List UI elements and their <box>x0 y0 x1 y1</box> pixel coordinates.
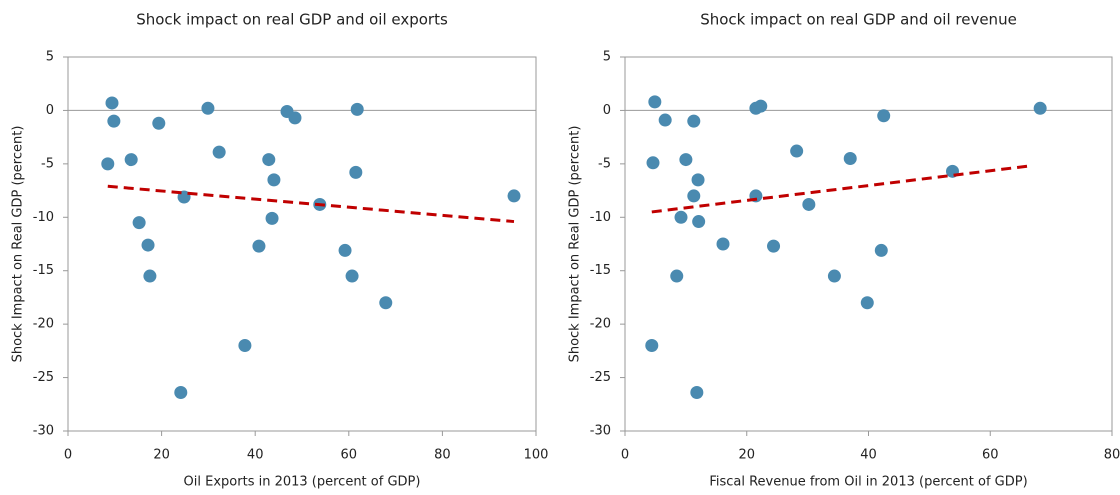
trend-line <box>651 164 1030 214</box>
point <box>174 386 188 400</box>
point <box>101 157 115 171</box>
point <box>105 96 119 110</box>
point <box>645 339 659 353</box>
x-tick-label: 40 <box>247 448 264 463</box>
point <box>674 210 688 224</box>
chart-title: Shock impact on real GDP and oil exports <box>136 11 448 29</box>
point <box>350 102 364 116</box>
y-tick-label: -25 <box>33 370 54 385</box>
x-tick-label: 20 <box>153 448 170 463</box>
point <box>152 116 166 130</box>
point <box>687 114 701 128</box>
y-tick-label: -10 <box>33 210 54 225</box>
point <box>379 296 393 310</box>
point <box>238 339 252 353</box>
point <box>201 101 215 115</box>
chart-title: Shock impact on real GDP and oil revenue <box>700 11 1017 29</box>
point <box>687 189 701 203</box>
point <box>692 215 706 229</box>
point <box>345 269 359 283</box>
x-axis-label: Fiscal Revenue from Oil in 2013 (percent… <box>709 475 1027 490</box>
point <box>507 189 521 203</box>
y-tick-label: -30 <box>590 424 611 439</box>
point <box>827 269 841 283</box>
point <box>690 386 704 400</box>
x-axis-label: Oil Exports in 2013 (percent of GDP) <box>184 475 421 490</box>
point <box>648 95 662 109</box>
y-tick-label: 0 <box>46 103 54 118</box>
y-tick-label: -15 <box>590 263 611 278</box>
point <box>802 197 816 211</box>
point <box>1033 101 1047 115</box>
point <box>679 153 693 167</box>
point <box>288 111 302 125</box>
x-tick-label: 80 <box>1104 448 1120 463</box>
point <box>767 239 781 253</box>
x-tick-label: 60 <box>341 448 358 463</box>
y-tick-label: -20 <box>33 317 54 332</box>
x-tick-label: 20 <box>738 448 755 463</box>
point <box>716 237 730 251</box>
point <box>874 243 888 257</box>
point <box>107 114 121 128</box>
x-tick-label: 40 <box>860 448 877 463</box>
x-tick-label: 80 <box>434 448 451 463</box>
point <box>691 173 705 187</box>
point <box>646 156 660 170</box>
point <box>132 216 146 230</box>
x-tick-label: 60 <box>982 448 999 463</box>
point <box>141 238 155 252</box>
y-tick-label: -5 <box>41 156 54 171</box>
point <box>338 243 352 257</box>
point <box>212 145 226 159</box>
point <box>754 99 768 113</box>
y-tick-label: 5 <box>603 50 611 65</box>
y-tick-label: -5 <box>598 156 611 171</box>
x-tick-label: 100 <box>524 448 549 463</box>
y-tick-label: 5 <box>46 50 54 65</box>
point <box>658 113 672 127</box>
y-tick-label: 0 <box>603 103 611 118</box>
point <box>877 109 891 123</box>
x-tick-label: 0 <box>64 448 72 463</box>
point <box>670 269 684 283</box>
point <box>124 153 138 167</box>
point <box>262 153 276 167</box>
x-tick-label: 0 <box>621 448 629 463</box>
point <box>860 296 874 310</box>
point <box>143 269 157 283</box>
y-axis-label: Shock Impact on Real GDP (percent) <box>568 126 583 363</box>
y-axis-label: Shock Impact on Real GDP (percent) <box>11 126 26 363</box>
y-tick-label: -25 <box>590 370 611 385</box>
y-tick-label: -15 <box>33 263 54 278</box>
point <box>265 211 279 225</box>
y-tick-label: -20 <box>590 317 611 332</box>
point <box>349 165 363 179</box>
point <box>790 144 804 158</box>
y-tick-label: -30 <box>33 424 54 439</box>
y-tick-label: -10 <box>590 210 611 225</box>
point <box>267 173 281 187</box>
point <box>843 152 857 166</box>
trend-line <box>107 184 515 224</box>
point <box>252 239 266 253</box>
plot-frame <box>67 56 537 432</box>
